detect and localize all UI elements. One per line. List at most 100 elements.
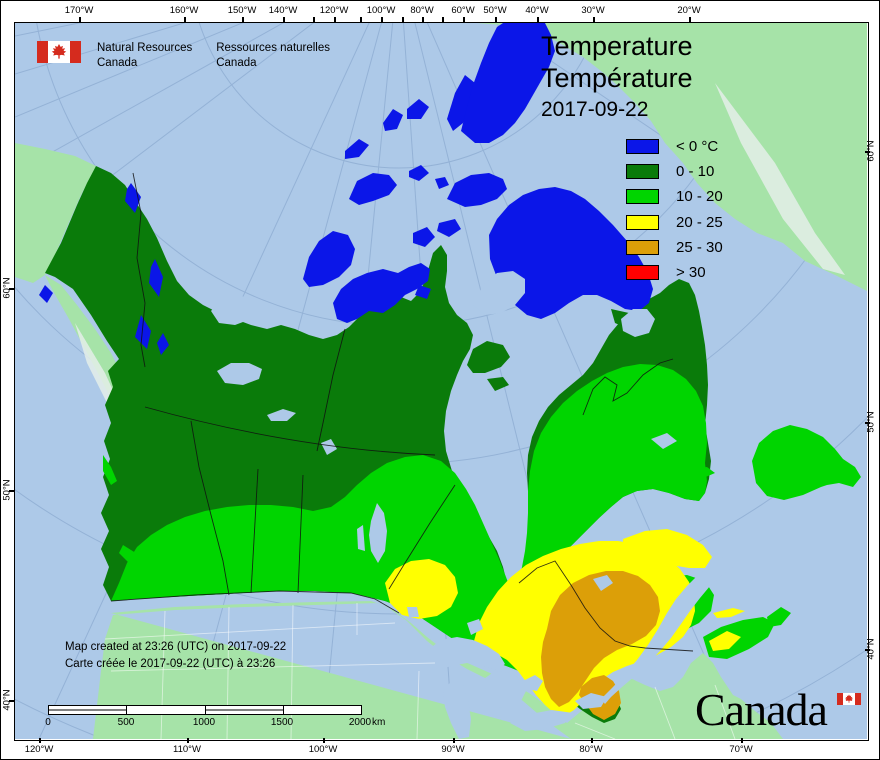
latitude-label: 40°N bbox=[865, 638, 877, 660]
tick-mark bbox=[593, 17, 595, 22]
tick-mark bbox=[591, 738, 593, 743]
longitude-label: 80°W bbox=[410, 5, 434, 16]
ringnes-islands bbox=[383, 109, 403, 131]
tick-mark bbox=[442, 17, 444, 22]
manitoba-ontario-border bbox=[388, 484, 456, 590]
longitude-label: 50°W bbox=[483, 5, 507, 16]
longitude-label: 100°W bbox=[308, 744, 338, 755]
tick-mark bbox=[865, 151, 870, 153]
lake-erie bbox=[510, 710, 573, 731]
great-slave-lake bbox=[217, 363, 262, 385]
tick-mark bbox=[313, 17, 315, 22]
south-band-10-20 bbox=[111, 455, 524, 673]
credit-fr: Carte créée le 2017-09-22 (UTC) à 23:26 bbox=[65, 658, 276, 670]
tick-mark bbox=[537, 17, 539, 22]
lake-winnipeg bbox=[369, 503, 387, 563]
latitude-label: 60°N bbox=[1, 277, 13, 299]
province-borders bbox=[110, 172, 694, 652]
nrcan-signature: Natural Resources Canada Ressources natur… bbox=[37, 41, 330, 71]
wordmark-flag-icon bbox=[837, 693, 861, 705]
lake-winnipegosis bbox=[357, 525, 365, 551]
title-fr: Température bbox=[541, 62, 693, 93]
tick-mark bbox=[463, 17, 465, 22]
foxe-basin bbox=[473, 271, 525, 315]
alaska bbox=[15, 143, 96, 283]
longitude-label: 30°W bbox=[581, 5, 605, 16]
ellesmere-island bbox=[461, 23, 555, 143]
orange-core-25-30 bbox=[541, 571, 660, 707]
tick-mark bbox=[741, 738, 743, 743]
lac-st-jean bbox=[593, 575, 613, 591]
lake-superior bbox=[421, 637, 505, 671]
latitude-label: 50°N bbox=[1, 479, 13, 501]
reindeer-lake bbox=[321, 439, 337, 455]
legend-label: < 0 °C bbox=[676, 138, 719, 156]
prince-patrick-island bbox=[345, 139, 369, 159]
longitude-label: 80°W bbox=[579, 744, 603, 755]
legend-swatch-25-30 bbox=[626, 239, 659, 255]
western-cold-patches bbox=[39, 183, 169, 355]
legend-row: > 30 bbox=[626, 260, 723, 285]
tick-mark bbox=[865, 649, 870, 651]
tick-mark bbox=[184, 17, 186, 22]
ontario-quebec-border bbox=[518, 560, 694, 652]
legend-label: 10 - 20 bbox=[676, 188, 723, 206]
lakes-and-bays bbox=[211, 271, 743, 739]
maple-leaf-icon bbox=[51, 44, 67, 59]
coats-island bbox=[487, 377, 509, 391]
temperature-legend: < 0 °C 0 - 10 10 - 20 20 - 25 25 - 30 > … bbox=[626, 134, 723, 285]
melville-island bbox=[349, 173, 397, 205]
scale-unit: km bbox=[372, 717, 386, 728]
legend-swatch-above-30 bbox=[626, 265, 659, 281]
maritime-yellow-2 bbox=[709, 631, 741, 651]
tick-mark bbox=[453, 738, 455, 743]
tick-mark bbox=[242, 17, 244, 22]
pei bbox=[713, 608, 745, 618]
us-state-borders bbox=[104, 603, 736, 739]
lake-nipigon bbox=[467, 619, 483, 635]
longitude-label: 120°W bbox=[24, 744, 54, 755]
longitude-label: 100°W bbox=[366, 5, 396, 16]
lake-of-the-woods bbox=[407, 607, 419, 617]
lake-ontario bbox=[575, 693, 607, 709]
newfoundland bbox=[752, 425, 861, 500]
legend-label: 20 - 25 bbox=[676, 213, 723, 231]
anticosti-island bbox=[667, 467, 715, 482]
bc-alberta-border bbox=[190, 420, 230, 596]
yukon-nwt-border bbox=[132, 172, 146, 368]
alberta-sask-border bbox=[250, 468, 259, 594]
ellef-island bbox=[407, 99, 429, 119]
canada-temperature-map bbox=[15, 23, 867, 739]
legend-swatch-20-25 bbox=[626, 214, 659, 230]
scale-label: 1500 bbox=[270, 717, 294, 728]
legend-swatch-0-10 bbox=[626, 164, 659, 180]
legend-swatch-10-20 bbox=[626, 189, 659, 205]
st-lawrence-river bbox=[601, 550, 743, 704]
greenland bbox=[477, 23, 867, 291]
banks-island bbox=[303, 231, 355, 287]
legend-row: < 0 °C bbox=[626, 134, 723, 159]
tick-mark bbox=[422, 17, 424, 22]
legend-row: 20 - 25 bbox=[626, 210, 723, 235]
longitude-label: 40°W bbox=[525, 5, 549, 16]
tick-mark bbox=[334, 17, 336, 22]
scale-label: 2000 bbox=[348, 717, 372, 728]
latitude-label: 40°N bbox=[1, 689, 13, 711]
tick-mark bbox=[283, 17, 285, 22]
legend-label: > 30 bbox=[676, 264, 706, 282]
nwt-nunavut-border bbox=[316, 328, 346, 452]
great-bear-lake bbox=[211, 295, 259, 325]
axel-heiberg-island bbox=[447, 75, 475, 131]
legend-swatch-below-0 bbox=[626, 139, 659, 155]
map-title: Temperature Température 2017-09-22 bbox=[541, 31, 693, 122]
sixty-north-border bbox=[144, 406, 436, 456]
scale-label: 1000 bbox=[192, 717, 216, 728]
lake-michigan bbox=[443, 679, 471, 739]
map-credits: Map created at 23:26 (UTC) on 2017-09-22… bbox=[65, 639, 286, 673]
devon-island bbox=[447, 173, 507, 207]
legend-row: 0 - 10 bbox=[626, 159, 723, 184]
somerset-island bbox=[437, 219, 461, 237]
longitude-label: 60°W bbox=[451, 5, 475, 16]
longitude-label: 70°W bbox=[729, 744, 753, 755]
